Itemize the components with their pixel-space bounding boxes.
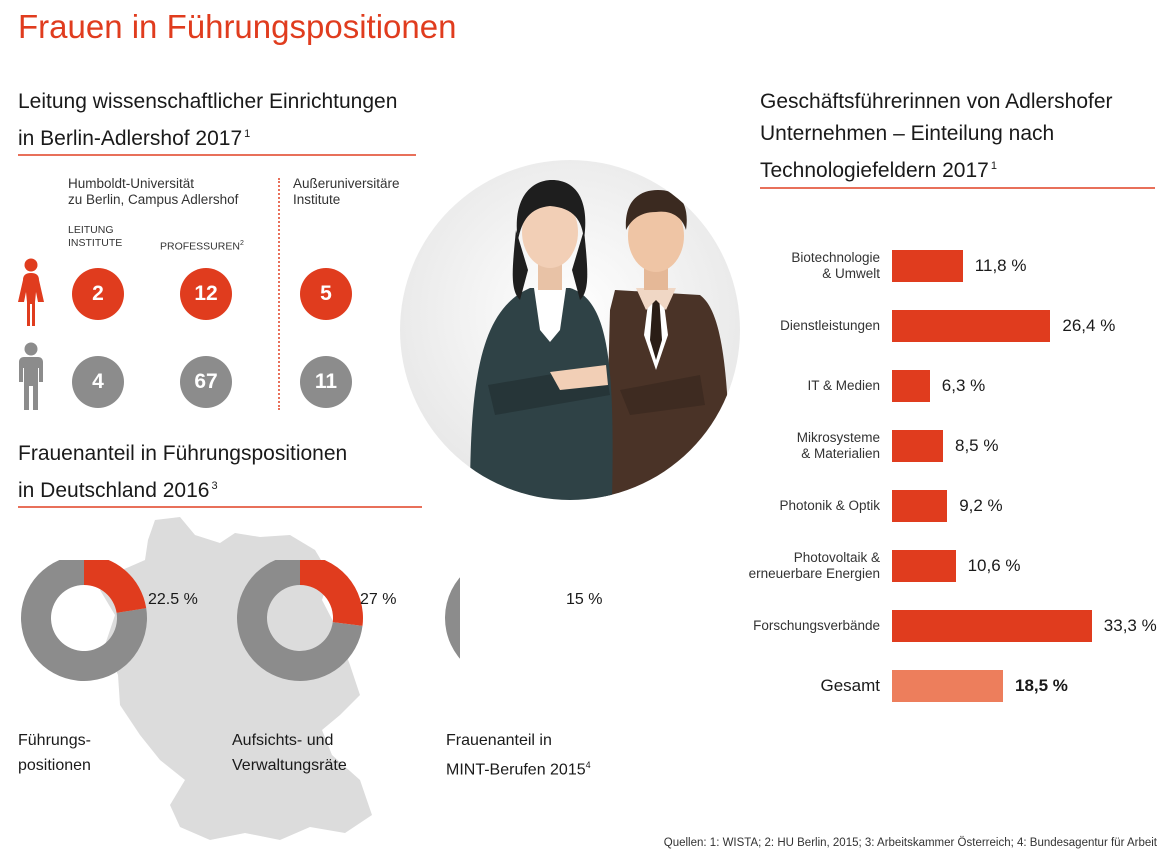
bar-value-3: 8,5 % [955, 436, 999, 455]
donut-1-women-slice [300, 560, 363, 626]
donut-1-caption-line1: Aufsichts- und [232, 732, 334, 749]
man-icon [19, 342, 43, 410]
hu-label-line1: Humboldt-Universität [68, 176, 195, 191]
women-leitung-bubble: 2 [72, 268, 124, 320]
men-leitung-bubble: 4 [72, 356, 124, 408]
bar-4 [892, 490, 948, 522]
bar-1 [892, 310, 1051, 342]
bar-value-5: 10,6 % [967, 556, 1021, 575]
women-institute-bubble: 5 [300, 268, 352, 320]
hu-label-line2: zu Berlin, Campus Adlershof [68, 192, 239, 207]
col-professuren-label: PROFESSUREN2 [160, 237, 244, 254]
donut-1-value: 27 % [360, 591, 397, 608]
donut-0-rest-slice [21, 560, 147, 681]
aui-label-line1: Außeruniversitäre [293, 176, 400, 191]
bar-value-2: 6,3 % [941, 376, 986, 395]
adlershof-section-title: Leitung wissenschaftlicher Einrichtungen… [18, 86, 397, 155]
donut-1-caption-line2: Verwaltungsräte [232, 757, 347, 774]
bar-6 [892, 610, 1092, 642]
bar-2 [892, 370, 930, 402]
donut-2-caption: Frauenanteil in MINT-Berufen 20154 [446, 728, 591, 782]
total-bar [892, 670, 1003, 702]
donut-charts [21, 560, 460, 681]
companies-title-line3: Technologiefeldern 2017 [760, 159, 989, 182]
aui-label-line2: Institute [293, 192, 341, 207]
bar-label-4: Photonik & Optik [779, 498, 880, 513]
germany-title-line1: Frauenanteil in Führungspositionen [18, 442, 348, 465]
donut-2-caption-footnote: 4 [585, 760, 591, 770]
adlershof-title-line2: in Berlin-Adlershof 2017 [18, 127, 243, 150]
col-leitung-label: LEITUNG INSTITUTE [68, 224, 122, 250]
business-people-illustration [400, 160, 740, 500]
bar-value-1: 26,4 % [1062, 316, 1116, 335]
column-separator [278, 178, 280, 410]
sources-note: Quellen: 1: WISTA; 2: HU Berlin, 2015; 3… [663, 837, 1157, 849]
donut-0-caption-line2: positionen [18, 757, 91, 774]
bar-value-0: 11,8 % [974, 256, 1027, 275]
donut-0-caption-line1: Führungs- [18, 732, 91, 749]
donut-2-caption-line1: Frauenanteil in [446, 732, 552, 749]
donut-2-caption-line2: MINT-Berufen 2015 [446, 761, 586, 779]
germany-section-title: Frauenanteil in Führungspositionen in De… [18, 438, 347, 507]
total-value: 18,5 % [1015, 676, 1068, 695]
donut-2-value: 15 % [566, 591, 603, 608]
companies-title-line2: Unternehmen – Einteilung nach [760, 122, 1055, 145]
adlershof-title-line1: Leitung wissenschaftlicher Einrichtungen [18, 90, 398, 113]
bar-3 [892, 430, 943, 462]
bar-0 [892, 250, 963, 282]
germany-title-footnote: 3 [211, 480, 218, 492]
donut-1-rest-slice [237, 560, 363, 681]
total-label: Gesamt [820, 676, 880, 695]
donut-mint [444, 577, 460, 659]
col-leitung-line1: LEITUNG [68, 224, 114, 236]
adlershof-divider [18, 154, 416, 156]
companies-divider [760, 187, 1155, 189]
donut-0-women-slice [84, 560, 147, 613]
bar-label-5: Photovoltaik & erneuerbare Energien [748, 550, 880, 581]
germany-divider [18, 506, 422, 508]
aui-label: Außeruniversitäre Institute [293, 176, 400, 208]
col-professuren-text: PROFESSUREN [160, 240, 240, 253]
companies-title-footnote: 1 [990, 160, 997, 172]
donut-0-value: 22.5 % [148, 591, 198, 608]
col-professuren-footnote: 2 [239, 240, 244, 247]
bar-5 [892, 550, 956, 582]
col-leitung-line2: INSTITUTE [68, 237, 123, 249]
germany-map [100, 517, 372, 840]
hu-label: Humboldt-Universität zu Berlin, Campus A… [68, 176, 238, 208]
woman-icon [18, 258, 44, 326]
bar-label-6: Forschungsverbände [753, 618, 880, 633]
bar-value-6: 33,3 % [1103, 616, 1157, 635]
adlershof-title-footnote: 1 [244, 128, 251, 140]
donut-1-caption: Aufsichts- und Verwaltungsräte [232, 728, 347, 778]
page-title: Frauen in Führungspositionen [18, 8, 457, 45]
donut-aufsichtsraete [237, 560, 363, 681]
men-institute-bubble: 11 [300, 356, 352, 408]
bar-value-4: 9,2 % [959, 496, 1003, 515]
companies-section-title: Geschäftsführerinnen von Adlershofer Unt… [760, 86, 1113, 187]
donut-0-caption: Führungs- positionen [18, 728, 91, 778]
companies-title-line1: Geschäftsführerinnen von Adlershofer [760, 90, 1113, 113]
men-professuren-bubble: 67 [180, 356, 232, 408]
women-professuren-bubble: 12 [180, 268, 232, 320]
germany-title-line2: in Deutschland 2016 [18, 479, 210, 502]
donut-2-rest-slice [444, 577, 460, 659]
donut-fuehrungspositionen [21, 560, 147, 681]
